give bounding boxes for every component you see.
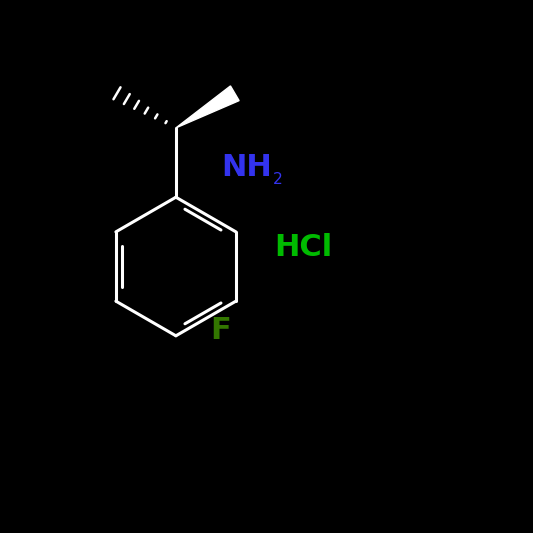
Polygon shape: [176, 86, 239, 128]
Text: HCl: HCl: [274, 233, 333, 262]
Text: NH: NH: [221, 154, 272, 182]
Text: $_2$: $_2$: [272, 167, 282, 188]
Text: F: F: [211, 316, 231, 345]
